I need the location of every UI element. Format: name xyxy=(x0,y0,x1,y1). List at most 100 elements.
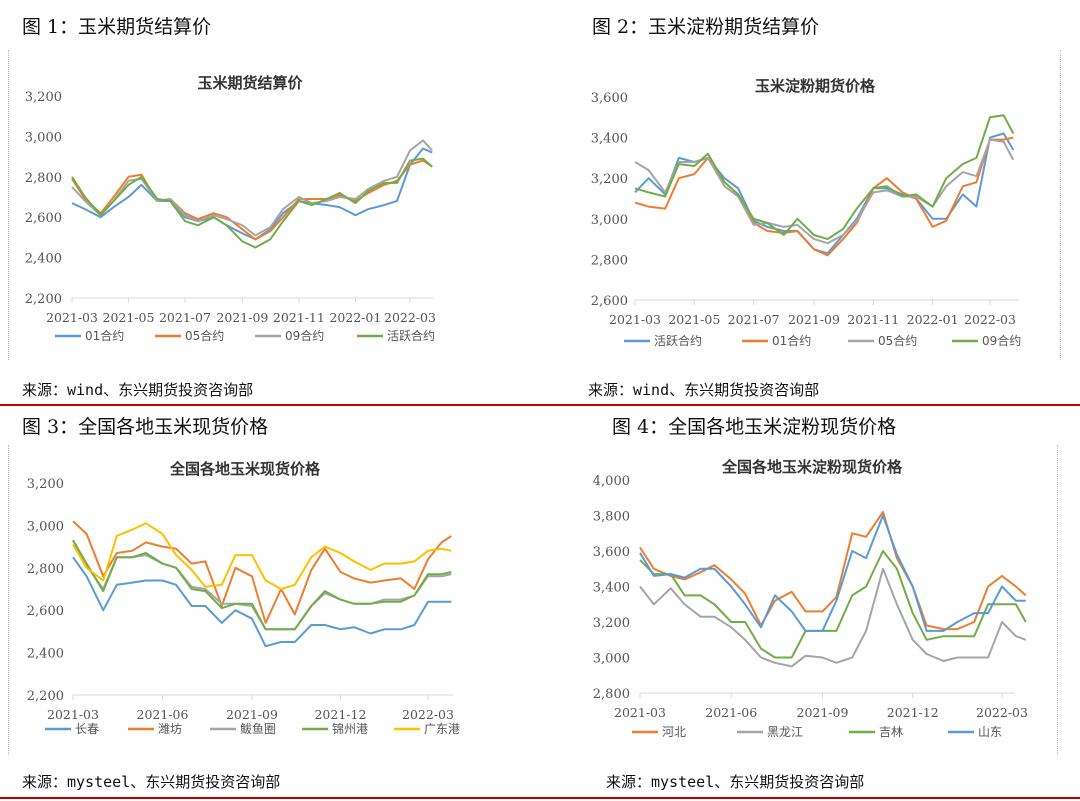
y-tick-label: 3,400 xyxy=(591,132,628,147)
series-line-锦州港 xyxy=(72,539,452,631)
y-tick-label: 2,800 xyxy=(593,687,630,702)
series-line-01合约 xyxy=(634,136,1014,257)
legend-label: 01合约 xyxy=(772,333,811,348)
legend-label: 活跃合约 xyxy=(387,328,435,343)
y-tick-label: 3,000 xyxy=(27,519,64,534)
y-tick-label: 2,800 xyxy=(27,562,64,577)
figure-3-source: 来源：mysteel、东兴期货投资咨询部 xyxy=(22,773,281,791)
y-tick-label: 3,600 xyxy=(593,545,630,560)
x-tick-label: 2022-01 xyxy=(329,310,381,325)
figure-1-source: 来源：wind、东兴期货投资咨询部 xyxy=(22,381,254,399)
x-tick-label: 2021-09 xyxy=(216,310,268,325)
x-tick-label: 2021-09 xyxy=(788,312,840,327)
series-line-吉林 xyxy=(639,550,1027,659)
y-tick-label: 3,200 xyxy=(591,172,628,187)
series-line-黑龙江 xyxy=(639,567,1027,668)
figure-4-source: 来源：mysteel、东兴期货投资咨询部 xyxy=(606,773,865,791)
x-tick-label: 2022-03 xyxy=(402,707,454,722)
series-line-活跃合约 xyxy=(71,157,433,249)
y-tick-label: 3,800 xyxy=(593,510,630,525)
legend-label: 05合约 xyxy=(185,328,224,343)
legend-label: 广东港 xyxy=(424,722,460,736)
y-tick-label: 2,200 xyxy=(25,292,62,307)
legend-label: 05合约 xyxy=(878,333,917,348)
figure-2-source: 来源：wind、东兴期货投资咨询部 xyxy=(588,381,820,399)
x-tick-label: 2021-06 xyxy=(137,707,189,722)
figure-4-caption: 图 4：全国各地玉米淀粉现货价格 xyxy=(612,416,897,438)
x-tick-label: 2021-12 xyxy=(887,705,939,720)
y-tick-label: 3,200 xyxy=(593,616,630,631)
section-divider xyxy=(0,404,1080,406)
legend-label: 活跃合约 xyxy=(654,333,702,348)
y-tick-label: 4,000 xyxy=(593,474,630,489)
chart-title: 玉米淀粉期货价格 xyxy=(755,77,876,95)
series-line-山东 xyxy=(639,514,1026,632)
x-tick-label: 2021-05 xyxy=(103,310,155,325)
panel-border xyxy=(8,445,9,755)
series-line-05合约 xyxy=(634,138,1015,245)
legend-label: 09合约 xyxy=(285,328,324,343)
y-tick-label: 3,000 xyxy=(591,213,628,228)
y-tick-label: 2,600 xyxy=(591,294,628,309)
x-tick-label: 2021-06 xyxy=(705,705,757,720)
chart-1: 玉米期货结算价 2,200 2,400 2,600 2,800 3,000 3,200 202… xyxy=(25,74,436,343)
series-line-09合约 xyxy=(71,139,433,237)
series-line-潍坊 xyxy=(72,520,452,624)
series-line-长春 xyxy=(72,556,452,648)
series-line-河北 xyxy=(639,511,1027,631)
section-divider xyxy=(0,797,1080,799)
x-tick-label: 2021-03 xyxy=(46,310,98,325)
x-tick-label: 2021-09 xyxy=(797,705,849,720)
series-line-09合约 xyxy=(634,114,1015,241)
legend-label: 09合约 xyxy=(982,333,1021,348)
x-tick-label: 2022-03 xyxy=(384,310,436,325)
legend-label: 锦州港 xyxy=(332,722,368,736)
x-tick-label: 2021-09 xyxy=(226,707,278,722)
figure-3-caption: 图 3：全国各地玉米现货价格 xyxy=(22,416,269,438)
y-tick-label: 2,200 xyxy=(27,689,64,704)
series-line-活跃合约 xyxy=(634,132,1015,255)
y-tick-label: 3,200 xyxy=(25,90,62,105)
chart-title: 全国各地玉米淀粉现货价格 xyxy=(721,458,903,476)
chart-2: 玉米淀粉期货价格 2,600 2,800 3,000 3,200 3,400 3,600 20… xyxy=(591,77,1022,348)
y-tick-label: 3,200 xyxy=(27,477,64,492)
y-tick-label: 3,600 xyxy=(591,91,628,106)
y-tick-label: 2,400 xyxy=(27,647,64,662)
x-tick-label: 2021-07 xyxy=(728,312,780,327)
x-tick-label: 2021-11 xyxy=(273,310,325,325)
chart-4: 全国各地玉米淀粉现货价格 2,800 3,000 3,200 3,400 3,600 3,8… xyxy=(593,458,1028,739)
x-tick-label: 2021-03 xyxy=(47,707,99,722)
chart-3: 全国各地玉米现货价格 2,200 2,400 2,600 2,800 3,000 3,200… xyxy=(27,460,460,736)
series-line-广东港 xyxy=(72,522,452,590)
legend-label: 吉林 xyxy=(879,725,903,739)
panel-border xyxy=(1060,50,1061,360)
x-tick-label: 2021-03 xyxy=(614,705,666,720)
legend-label: 潍坊 xyxy=(158,721,182,736)
series-line-鲅鱼圈 xyxy=(72,539,452,631)
x-tick-label: 2021-03 xyxy=(609,312,661,327)
x-tick-label: 2022-01 xyxy=(907,312,959,327)
x-tick-label: 2021-07 xyxy=(159,310,211,325)
x-tick-label: 2022-03 xyxy=(976,705,1028,720)
legend-label: 山东 xyxy=(978,725,1002,739)
legend-label: 长春 xyxy=(75,722,99,736)
series-line-05合约 xyxy=(71,159,433,241)
y-tick-label: 2,800 xyxy=(591,253,628,268)
x-tick-label: 2021-12 xyxy=(314,707,366,722)
panel-border xyxy=(8,50,9,360)
chart-title: 玉米期货结算价 xyxy=(197,74,303,92)
figure-2-caption: 图 2：玉米淀粉期货结算价 xyxy=(592,16,820,38)
x-tick-label: 2022-03 xyxy=(964,312,1016,327)
y-tick-label: 2,600 xyxy=(27,604,64,619)
series-line-01合约 xyxy=(71,147,433,241)
legend-label: 鲅鱼圈 xyxy=(240,722,276,736)
panel-border xyxy=(1057,445,1058,755)
x-tick-label: 2021-05 xyxy=(668,312,720,327)
legend-label: 河北 xyxy=(662,725,686,739)
y-tick-label: 3,000 xyxy=(593,652,630,667)
y-tick-label: 2,600 xyxy=(25,211,62,226)
y-tick-label: 2,800 xyxy=(25,171,62,186)
figure-1-caption: 图 1：玉米期货结算价 xyxy=(22,16,212,38)
legend-label: 01合约 xyxy=(85,328,124,343)
